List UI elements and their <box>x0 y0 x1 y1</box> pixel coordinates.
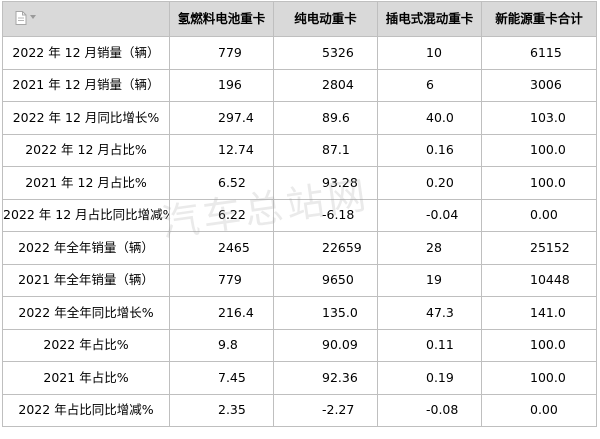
table-row: 2022 年 12 月销量（辆） 779 5326 10 6115 <box>2 36 597 70</box>
cell-total: 0.00 <box>481 198 597 232</box>
cell-hydrogen: 12.74 <box>169 133 274 167</box>
table-row: 2022 年 12 月占比% 12.74 87.1 0.16 100.0 <box>2 133 597 167</box>
column-header-total: 新能源重卡合计 <box>481 1 597 37</box>
column-header-battery-electric: 纯电动重卡 <box>273 1 378 37</box>
table-row: 2021 年占比% 7.45 92.36 0.19 100.0 <box>2 361 597 395</box>
cell-battery-electric: 135.0 <box>273 296 378 330</box>
table-row: 2022 年 12 月同比增长% 297.4 89.6 40.0 103.0 <box>2 101 597 135</box>
table-row: 2021 年全年销量（辆） 779 9650 19 10448 <box>2 263 597 297</box>
cell-hydrogen: 297.4 <box>169 101 274 135</box>
cell-plug-in-hybrid: 6 <box>377 68 482 102</box>
column-header-plug-in-hybrid: 插电式混动重卡 <box>377 1 482 37</box>
cell-plug-in-hybrid: 0.16 <box>377 133 482 167</box>
row-label: 2022 年全年销量（辆） <box>2 231 170 265</box>
cell-battery-electric: -6.18 <box>273 198 378 232</box>
table-row: 2022 年占比% 9.8 90.09 0.11 100.0 <box>2 328 597 362</box>
cell-hydrogen: 2.35 <box>169 393 274 427</box>
cell-total: 100.0 <box>481 166 597 200</box>
cell-plug-in-hybrid: 0.20 <box>377 166 482 200</box>
row-label: 2021 年 12 月销量（辆） <box>2 68 170 102</box>
cell-total: 100.0 <box>481 328 597 362</box>
cell-hydrogen: 779 <box>169 36 274 70</box>
table-row: 2021 年 12 月占比% 6.52 93.28 0.20 100.0 <box>2 166 597 200</box>
cell-battery-electric: 9650 <box>273 263 378 297</box>
cell-total: 3006 <box>481 68 597 102</box>
data-table: 氢燃料电池重卡 纯电动重卡 插电式混动重卡 新能源重卡合计 2022 年 12 … <box>2 1 597 427</box>
cell-plug-in-hybrid: 10 <box>377 36 482 70</box>
cell-total: 25152 <box>481 231 597 265</box>
table-row: 2022 年 12 月占比同比增减% 6.22 -6.18 -0.04 0.00 <box>2 198 597 232</box>
cell-hydrogen: 2465 <box>169 231 274 265</box>
row-label: 2022 年占比同比增减% <box>2 393 170 427</box>
cell-total: 100.0 <box>481 361 597 395</box>
header-row: 氢燃料电池重卡 纯电动重卡 插电式混动重卡 新能源重卡合计 <box>2 1 597 37</box>
cell-plug-in-hybrid: 0.19 <box>377 361 482 395</box>
document-icon[interactable] <box>15 11 27 25</box>
row-label: 2022 年 12 月销量（辆） <box>2 36 170 70</box>
cell-battery-electric: -2.27 <box>273 393 378 427</box>
cell-battery-electric: 5326 <box>273 36 378 70</box>
row-label: 2022 年 12 月同比增长% <box>2 101 170 135</box>
cell-plug-in-hybrid: 47.3 <box>377 296 482 330</box>
cell-plug-in-hybrid: -0.04 <box>377 198 482 232</box>
header-corner-cell[interactable] <box>2 1 170 37</box>
cell-hydrogen: 196 <box>169 68 274 102</box>
cell-total: 0.00 <box>481 393 597 427</box>
cell-total: 103.0 <box>481 101 597 135</box>
row-label: 2022 年 12 月占比同比增减% <box>2 198 170 232</box>
row-label: 2021 年全年销量（辆） <box>2 263 170 297</box>
cell-battery-electric: 87.1 <box>273 133 378 167</box>
cell-hydrogen: 7.45 <box>169 361 274 395</box>
cell-total: 100.0 <box>481 133 597 167</box>
cell-plug-in-hybrid: 19 <box>377 263 482 297</box>
cell-battery-electric: 22659 <box>273 231 378 265</box>
cell-hydrogen: 6.52 <box>169 166 274 200</box>
cell-hydrogen: 779 <box>169 263 274 297</box>
row-label: 2022 年全年同比增长% <box>2 296 170 330</box>
cell-plug-in-hybrid: 0.11 <box>377 328 482 362</box>
row-label: 2021 年 12 月占比% <box>2 166 170 200</box>
table-row: 2022 年全年销量（辆） 2465 22659 28 25152 <box>2 231 597 265</box>
cell-total: 141.0 <box>481 296 597 330</box>
cell-total: 10448 <box>481 263 597 297</box>
cell-plug-in-hybrid: -0.08 <box>377 393 482 427</box>
cell-plug-in-hybrid: 28 <box>377 231 482 265</box>
row-label: 2022 年 12 月占比% <box>2 133 170 167</box>
cell-battery-electric: 2804 <box>273 68 378 102</box>
cell-battery-electric: 90.09 <box>273 328 378 362</box>
column-header-hydrogen: 氢燃料电池重卡 <box>169 1 274 37</box>
cell-battery-electric: 93.28 <box>273 166 378 200</box>
chevron-down-icon[interactable] <box>30 15 36 19</box>
cell-total: 6115 <box>481 36 597 70</box>
row-label: 2021 年占比% <box>2 361 170 395</box>
cell-battery-electric: 92.36 <box>273 361 378 395</box>
cell-plug-in-hybrid: 40.0 <box>377 101 482 135</box>
cell-battery-electric: 89.6 <box>273 101 378 135</box>
cell-hydrogen: 9.8 <box>169 328 274 362</box>
table-row: 2022 年占比同比增减% 2.35 -2.27 -0.08 0.00 <box>2 393 597 427</box>
table-row: 2022 年全年同比增长% 216.4 135.0 47.3 141.0 <box>2 296 597 330</box>
row-label: 2022 年占比% <box>2 328 170 362</box>
cell-hydrogen: 6.22 <box>169 198 274 232</box>
cell-hydrogen: 216.4 <box>169 296 274 330</box>
table-row: 2021 年 12 月销量（辆） 196 2804 6 3006 <box>2 68 597 102</box>
